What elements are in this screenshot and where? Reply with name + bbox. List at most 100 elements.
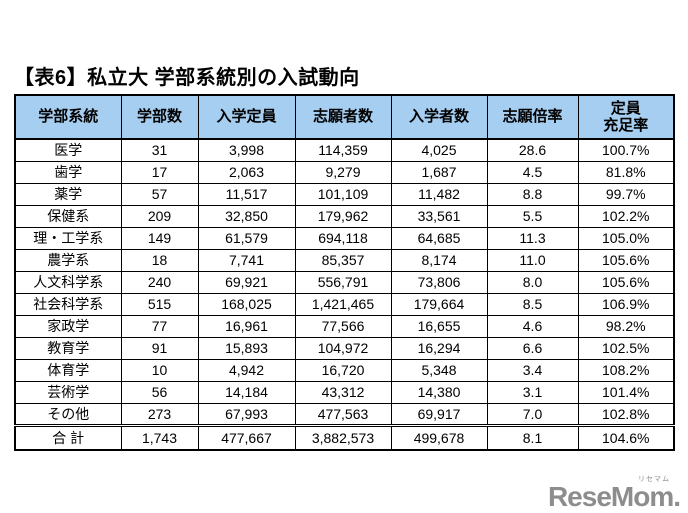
row-label-cell: 合 計 <box>14 423 122 451</box>
row-label-cell: 教育学 <box>14 336 122 360</box>
value-cell: 32,850 <box>197 204 296 228</box>
value-cell: 3,998 <box>197 138 296 162</box>
table-row: 歯学 17 2,063 9,279 1,687 4.5 81.8% <box>14 160 675 184</box>
value-cell: 106.9% <box>577 292 675 316</box>
row-label-cell: その他 <box>14 402 122 426</box>
value-cell: 57 <box>120 182 199 206</box>
value-cell: 100.7% <box>577 138 675 162</box>
value-cell: 1,743 <box>120 423 199 451</box>
value-cell: 4,942 <box>197 358 296 382</box>
value-cell: 273 <box>120 402 199 426</box>
value-cell: 17 <box>120 160 199 184</box>
value-cell: 108.2% <box>577 358 675 382</box>
table-row: 芸術学 56 14,184 43,312 14,380 3.1 101.4% <box>14 380 675 404</box>
column-header: 入学定員 <box>197 94 296 140</box>
row-label-cell: 人文科学系 <box>14 270 122 294</box>
value-cell: 102.2% <box>577 204 675 228</box>
value-cell: 28.6 <box>486 138 579 162</box>
value-cell: 33,561 <box>390 204 488 228</box>
value-cell: 31 <box>120 138 199 162</box>
table-row: 体育学 10 4,942 16,720 5,348 3.4 108.2% <box>14 358 675 382</box>
value-cell: 91 <box>120 336 199 360</box>
value-cell: 105.6% <box>577 270 675 294</box>
value-cell: 6.6 <box>486 336 579 360</box>
value-cell: 8.8 <box>486 182 579 206</box>
value-cell: 179,962 <box>294 204 392 228</box>
value-cell: 77 <box>120 314 199 338</box>
value-cell: 11.3 <box>486 226 579 250</box>
value-cell: 556,791 <box>294 270 392 294</box>
table-row: 社会科学系 515 168,025 1,421,465 179,664 8.5 106.9% <box>14 292 675 316</box>
value-cell: 64,685 <box>390 226 488 250</box>
resemom-logo-text: ReseMom. <box>547 481 681 512</box>
value-cell: 209 <box>120 204 199 228</box>
value-cell: 56 <box>120 380 199 404</box>
value-cell: 98.2% <box>577 314 675 338</box>
table-row: 薬学 57 11,517 101,109 11,482 8.8 99.7% <box>14 182 675 206</box>
value-cell: 15,893 <box>197 336 296 360</box>
value-cell: 8.0 <box>486 270 579 294</box>
value-cell: 240 <box>120 270 199 294</box>
value-cell: 69,917 <box>390 402 488 426</box>
row-label-cell: 保健系 <box>14 204 122 228</box>
value-cell: 2,063 <box>197 160 296 184</box>
value-cell: 14,184 <box>197 380 296 404</box>
value-cell: 81.8% <box>577 160 675 184</box>
table-row: 理・工学系 149 61,579 694,118 64,685 11.3 105.0% <box>14 226 675 250</box>
value-cell: 7,741 <box>197 248 296 272</box>
value-cell: 105.0% <box>577 226 675 250</box>
table-row: 人文科学系 240 69,921 556,791 73,806 8.0 105.6% <box>14 270 675 294</box>
row-label-cell: 芸術学 <box>14 380 122 404</box>
value-cell: 5,348 <box>390 358 488 382</box>
table-header-row: 学部系統 学部数 入学定員 志願者数 入学者数 志願倍率 定員 充足率 <box>14 94 675 140</box>
row-label-cell: 薬学 <box>14 182 122 206</box>
value-cell: 499,678 <box>390 423 488 451</box>
value-cell: 16,720 <box>294 358 392 382</box>
value-cell: 16,294 <box>390 336 488 360</box>
value-cell: 105.6% <box>577 248 675 272</box>
row-label-cell: 歯学 <box>14 160 122 184</box>
value-cell: 8.5 <box>486 292 579 316</box>
value-cell: 14,380 <box>390 380 488 404</box>
value-cell: 3.1 <box>486 380 579 404</box>
value-cell: 99.7% <box>577 182 675 206</box>
value-cell: 18 <box>120 248 199 272</box>
value-cell: 114,359 <box>294 138 392 162</box>
value-cell: 477,667 <box>197 423 296 451</box>
resemom-logo: リセマム ReseMom. <box>547 476 681 512</box>
value-cell: 5.5 <box>486 204 579 228</box>
value-cell: 11,482 <box>390 182 488 206</box>
value-cell: 8,174 <box>390 248 488 272</box>
value-cell: 694,118 <box>294 226 392 250</box>
row-label-cell: 家政学 <box>14 314 122 338</box>
value-cell: 168,025 <box>197 292 296 316</box>
table-header: 学部系統 学部数 入学定員 志願者数 入学者数 志願倍率 定員 充足率 <box>14 94 675 140</box>
value-cell: 8.1 <box>486 423 579 451</box>
value-cell: 43,312 <box>294 380 392 404</box>
table-row: 教育学 91 15,893 104,972 16,294 6.6 102.5% <box>14 336 675 360</box>
row-label-cell: 社会科学系 <box>14 292 122 316</box>
table-row: 医学 31 3,998 114,359 4,025 28.6 100.7% <box>14 138 675 162</box>
value-cell: 102.8% <box>577 402 675 426</box>
value-cell: 101,109 <box>294 182 392 206</box>
value-cell: 16,961 <box>197 314 296 338</box>
column-header: 志願倍率 <box>486 94 579 140</box>
value-cell: 77,566 <box>294 314 392 338</box>
value-cell: 3.4 <box>486 358 579 382</box>
row-label-cell: 理・工学系 <box>14 226 122 250</box>
row-label-cell: 農学系 <box>14 248 122 272</box>
value-cell: 61,579 <box>197 226 296 250</box>
value-cell: 85,357 <box>294 248 392 272</box>
column-header: 志願者数 <box>294 94 392 140</box>
value-cell: 10 <box>120 358 199 382</box>
value-cell: 1,687 <box>390 160 488 184</box>
resemom-logo-ruby: リセマム <box>638 476 670 483</box>
column-header: 定員 充足率 <box>577 94 675 140</box>
row-label-cell: 体育学 <box>14 358 122 382</box>
value-cell: 11.0 <box>486 248 579 272</box>
value-cell: 4.5 <box>486 160 579 184</box>
value-cell: 69,921 <box>197 270 296 294</box>
value-cell: 9,279 <box>294 160 392 184</box>
column-header: 学部数 <box>120 94 199 140</box>
value-cell: 477,563 <box>294 402 392 426</box>
